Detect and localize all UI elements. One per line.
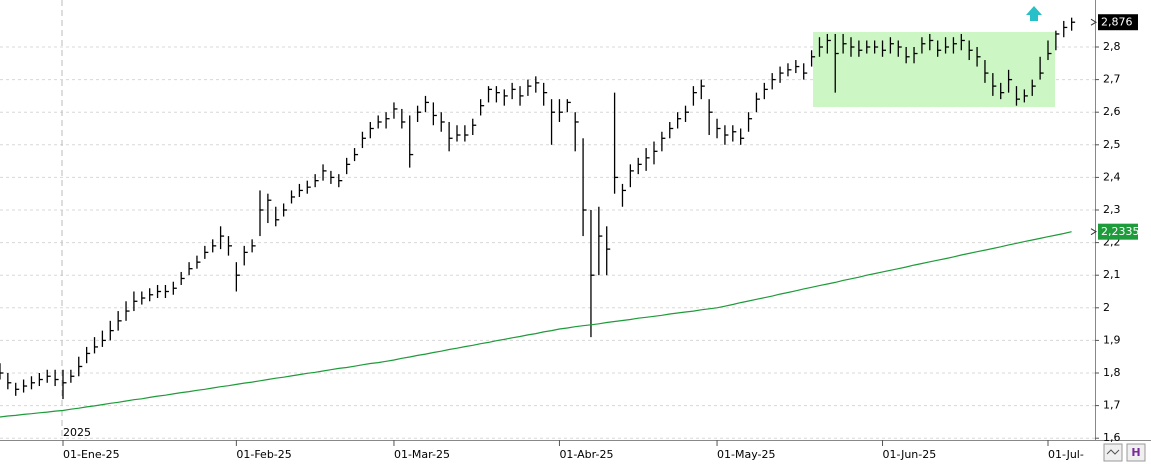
x-tick-label: 01-Jun-25: [883, 448, 937, 461]
price-tag-label: 2,2335: [1101, 225, 1140, 238]
price-pointer: [1090, 228, 1097, 236]
average-line: [0, 231, 1072, 418]
y-tick-label: 2,5: [1103, 138, 1121, 151]
save-button[interactable]: [1126, 443, 1146, 462]
y-tick-label: 2,7: [1103, 73, 1121, 86]
zoom-icon[interactable]: [1106, 449, 1120, 455]
x-tick-label: 01-Jul-: [1048, 448, 1084, 461]
y-tick-label: 1,8: [1103, 366, 1121, 379]
x-tick-label: 01-Feb-25: [236, 448, 291, 461]
y-tick-label: 2,6: [1103, 105, 1121, 118]
y-tick-label: 2,8: [1103, 40, 1121, 53]
x-tick-label: 01-Mar-25: [394, 448, 450, 461]
y-tick-label: 2,1: [1103, 268, 1121, 281]
y-tick-label: 1,7: [1103, 399, 1121, 412]
x-tick-label: 01-Ene-25: [63, 448, 120, 461]
x-tick-label: 01-Abr-25: [559, 448, 613, 461]
y-tick-label: 1,6: [1103, 431, 1121, 444]
price-tag-label: 2,876: [1101, 16, 1133, 29]
year-label: 2025: [63, 426, 91, 439]
price-tag: [1098, 223, 1138, 240]
arrow-icon: [1026, 6, 1042, 21]
y-tick-label: 2: [1103, 301, 1110, 314]
save-icon[interactable]: H: [1131, 446, 1140, 459]
y-tick-label: 2,3: [1103, 203, 1121, 216]
price-tag: [1098, 14, 1138, 31]
y-tick-label: 1,9: [1103, 333, 1121, 346]
y-tick-label: 2,4: [1103, 170, 1121, 183]
x-tick-label: 01-May-25: [717, 448, 775, 461]
highlight-zone: [813, 32, 1055, 107]
price-pointer: [1090, 18, 1097, 26]
